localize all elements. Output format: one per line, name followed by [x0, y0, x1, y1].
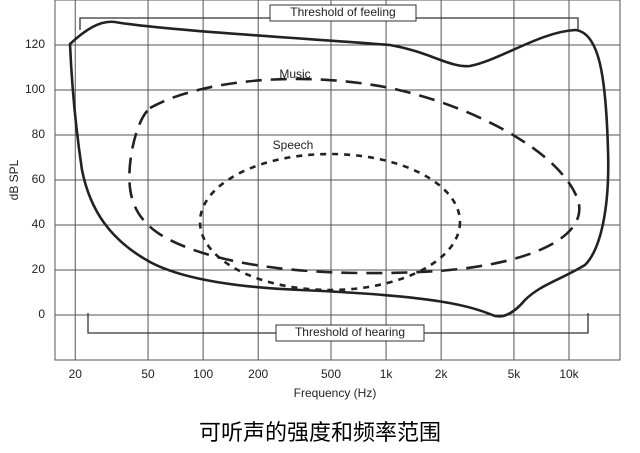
grid: [55, 0, 620, 360]
y-tick-label: 20: [32, 262, 46, 276]
hearing-box: [275, 324, 425, 342]
x-tick-label: 50: [141, 367, 155, 381]
music-region: [128, 77, 581, 275]
y-tick-label: 0: [38, 307, 45, 321]
x-axis-label: Frequency (Hz): [294, 386, 377, 400]
x-tick-label: 20: [69, 367, 83, 381]
x-tick-label: 500: [321, 367, 341, 381]
y-tick-label: 80: [32, 127, 46, 141]
y-tick-label: 40: [32, 217, 46, 231]
speech-label: Speech: [273, 138, 314, 152]
x-tick-label: 10k: [559, 367, 579, 381]
feeling-box: [269, 4, 417, 22]
x-tick-label: 2k: [435, 367, 449, 381]
music-label: Music: [279, 67, 310, 81]
feeling-label: Threshold of feeling: [290, 5, 395, 19]
y-tick-label: 60: [32, 172, 46, 186]
y-tick-label: 100: [25, 82, 45, 96]
y-tick-label: 120: [25, 37, 45, 51]
y-axis-label: dB SPL: [7, 159, 21, 200]
x-tick-label: 5k: [508, 367, 522, 381]
audible-region: [68, 20, 610, 318]
speech-region: [198, 152, 462, 292]
hearing-label: Threshold of hearing: [295, 325, 405, 339]
x-tick-label: 1k: [380, 367, 394, 381]
caption: 可听声的强度和频率范围: [199, 421, 441, 446]
x-tick-label: 200: [248, 367, 268, 381]
x-tick-label: 100: [193, 367, 213, 381]
